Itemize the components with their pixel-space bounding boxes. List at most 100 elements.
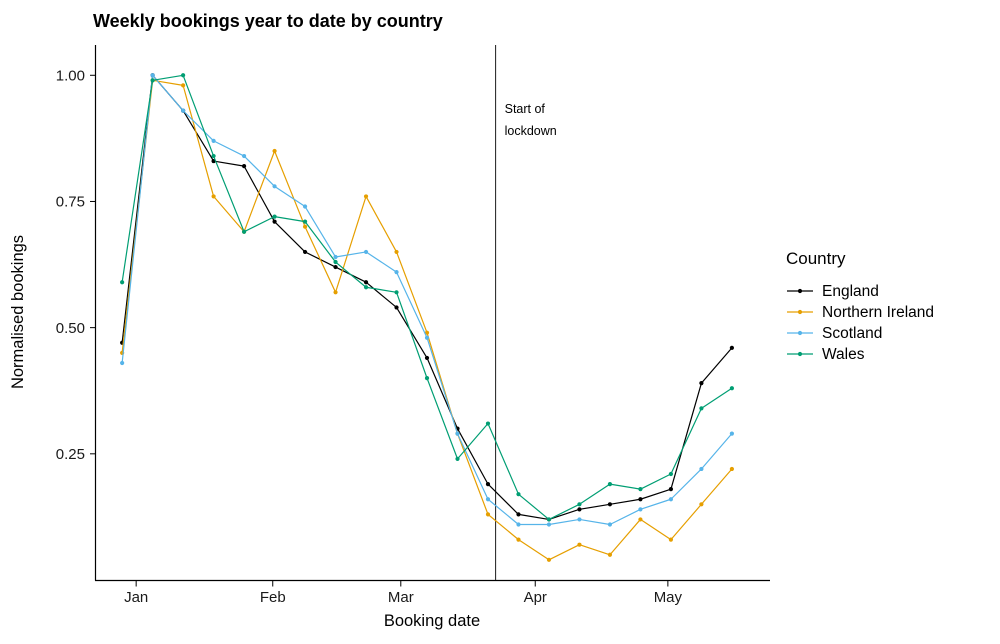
data-point bbox=[424, 355, 430, 361]
data-point bbox=[638, 507, 643, 512]
data-point bbox=[516, 537, 521, 542]
x-axis-title: Booking date bbox=[384, 612, 480, 630]
data-point bbox=[607, 552, 613, 557]
legend-items: England Northern Ireland Scotland Wales bbox=[787, 283, 934, 363]
data-point bbox=[729, 466, 734, 472]
data-point bbox=[181, 108, 186, 113]
data-point bbox=[181, 73, 186, 78]
data-point bbox=[638, 487, 643, 492]
x-tick-label: Mar bbox=[388, 589, 414, 606]
legend-marker-point bbox=[797, 309, 803, 315]
data-point bbox=[363, 285, 369, 290]
data-point bbox=[211, 138, 216, 143]
chart-title: Weekly bookings year to date by country bbox=[93, 11, 443, 31]
data-point bbox=[302, 249, 308, 255]
data-point bbox=[424, 335, 430, 340]
data-point bbox=[607, 502, 613, 507]
data-point bbox=[272, 148, 277, 154]
data-point bbox=[485, 421, 491, 426]
legend-item-england: England bbox=[787, 283, 879, 300]
data-point bbox=[150, 73, 155, 78]
y-tick-label: 0.25 bbox=[56, 446, 85, 463]
data-point bbox=[333, 254, 338, 260]
lockdown-label-line1: Start of bbox=[505, 102, 546, 116]
data-point bbox=[241, 153, 247, 159]
legend-item-scotland: Scotland bbox=[787, 325, 882, 342]
data-point bbox=[363, 249, 369, 255]
data-point bbox=[394, 290, 399, 295]
data-point bbox=[333, 290, 338, 295]
data-point bbox=[485, 497, 491, 502]
x-tick-label: Apr bbox=[524, 589, 547, 606]
legend-label: Scotland bbox=[822, 325, 882, 342]
data-point bbox=[729, 431, 734, 436]
series-lines bbox=[120, 73, 734, 562]
data-point bbox=[363, 194, 369, 199]
data-point bbox=[241, 229, 247, 234]
data-point bbox=[272, 214, 277, 219]
data-point bbox=[455, 456, 460, 461]
data-point bbox=[272, 219, 277, 224]
data-point bbox=[424, 376, 430, 381]
data-point bbox=[699, 502, 704, 507]
data-point bbox=[516, 492, 521, 497]
data-point bbox=[699, 406, 704, 411]
data-point bbox=[699, 466, 704, 472]
data-point bbox=[516, 522, 521, 527]
data-point bbox=[638, 517, 643, 522]
series-wales bbox=[120, 73, 734, 522]
data-point bbox=[668, 497, 674, 502]
data-point bbox=[181, 83, 186, 88]
data-point bbox=[577, 542, 582, 547]
legend: Country England Northern Ireland Scotland W… bbox=[786, 249, 934, 363]
x-tick-label: May bbox=[654, 589, 683, 606]
data-point bbox=[516, 512, 521, 517]
data-point bbox=[424, 330, 430, 335]
data-point bbox=[546, 517, 552, 522]
legend-label: Wales bbox=[822, 346, 865, 363]
y-tick-label: 0.50 bbox=[56, 320, 85, 337]
data-point bbox=[607, 482, 613, 487]
x-tick-label: Jan bbox=[124, 589, 148, 606]
legend-marker-point bbox=[797, 351, 803, 357]
lockdown-annotation: Start of lockdown bbox=[495, 45, 557, 580]
legend-item-wales: Wales bbox=[787, 346, 865, 363]
legend-item-northern-ireland: Northern Ireland bbox=[787, 304, 934, 321]
data-point bbox=[485, 482, 491, 487]
data-point bbox=[668, 537, 674, 542]
data-point bbox=[638, 497, 643, 502]
legend-title: Country bbox=[786, 249, 846, 268]
data-point bbox=[729, 345, 734, 350]
data-point bbox=[363, 280, 369, 285]
x-axis-ticks: Jan Feb Mar Apr May bbox=[124, 580, 683, 606]
data-point bbox=[272, 184, 277, 189]
y-axis-title: Normalised bookings bbox=[9, 235, 27, 389]
data-point bbox=[546, 522, 552, 527]
data-point bbox=[577, 502, 582, 507]
data-point bbox=[668, 487, 674, 492]
legend-label: England bbox=[822, 283, 879, 300]
data-point bbox=[150, 78, 155, 83]
data-point bbox=[485, 512, 491, 517]
data-point bbox=[394, 305, 399, 310]
x-tick-label: Feb bbox=[260, 589, 286, 606]
data-point bbox=[120, 360, 125, 366]
data-point bbox=[577, 507, 582, 512]
lockdown-label-line2: lockdown bbox=[505, 124, 557, 138]
data-point bbox=[668, 471, 674, 477]
data-point bbox=[394, 270, 399, 275]
data-point bbox=[455, 431, 460, 436]
legend-label: Northern Ireland bbox=[822, 304, 934, 321]
series-scotland bbox=[120, 73, 734, 527]
data-point bbox=[394, 249, 399, 255]
data-point bbox=[729, 386, 734, 391]
data-point bbox=[577, 517, 582, 522]
data-point bbox=[333, 259, 338, 265]
data-point bbox=[211, 194, 216, 199]
y-tick-label: 1.00 bbox=[56, 67, 85, 84]
data-point bbox=[120, 280, 125, 285]
data-point bbox=[333, 264, 338, 270]
x-axis: Jan Feb Mar Apr May Booking date bbox=[95, 579, 770, 630]
data-point bbox=[699, 381, 704, 386]
